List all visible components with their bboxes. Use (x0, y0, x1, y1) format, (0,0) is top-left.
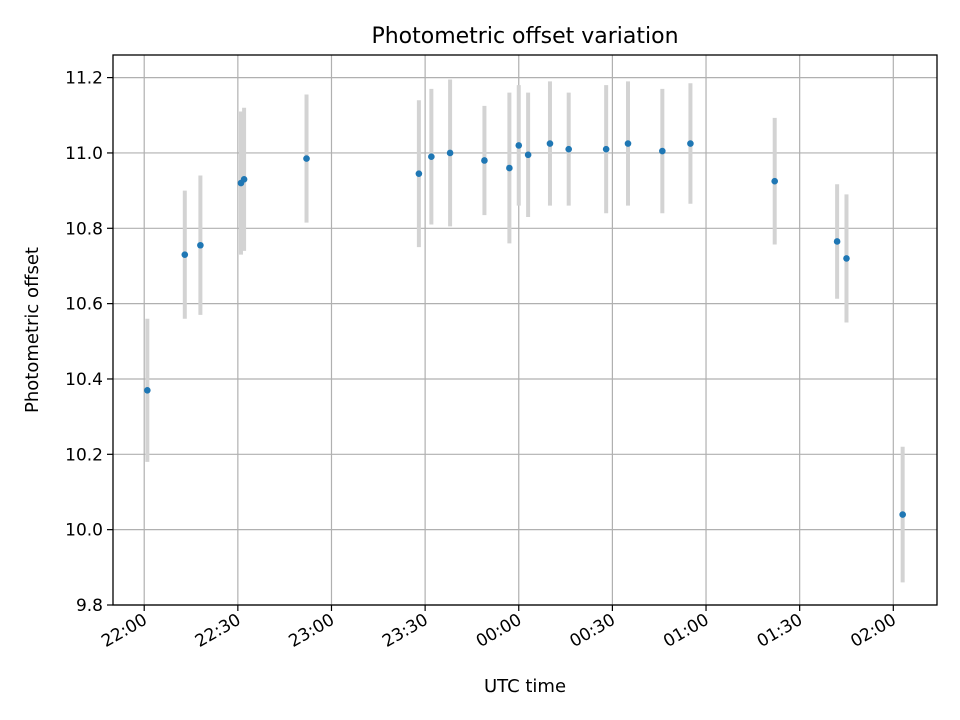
y-tick-label: 11.0 (65, 144, 103, 164)
data-point (181, 251, 189, 258)
y-axis-ticks: 9.8 10.0 10.2 10.4 10.6 10.8 11.0 11.2 (65, 69, 113, 616)
y-tick-label: 9.8 (76, 596, 103, 616)
y-tick-label: 11.2 (65, 69, 103, 89)
grid (113, 55, 937, 606)
data-point (524, 151, 532, 159)
data-point (899, 511, 906, 518)
data-point (624, 140, 632, 147)
y-axis-label: Photometric offset (22, 247, 43, 413)
data-point (565, 145, 572, 153)
data-point (446, 149, 454, 157)
data-point (144, 386, 151, 394)
data-point (481, 157, 488, 164)
data-point (602, 145, 610, 153)
data-point (303, 155, 310, 162)
data-points (144, 140, 906, 518)
y-tick-label: 10.2 (65, 445, 103, 465)
data-point (240, 176, 248, 183)
chart-title: Photometric offset variation (371, 24, 678, 49)
y-tick-label: 10.8 (65, 219, 103, 239)
y-tick-label: 10.4 (65, 370, 103, 390)
data-point (833, 238, 841, 245)
y-tick-label: 10.6 (65, 295, 103, 315)
data-point (659, 147, 666, 155)
x-axis-label: UTC time (484, 676, 566, 697)
data-point (506, 164, 513, 172)
y-tick-label: 10.0 (65, 521, 103, 541)
data-point (197, 241, 204, 249)
data-point (546, 140, 554, 147)
data-point (515, 142, 523, 149)
data-point (415, 170, 423, 177)
data-point (771, 177, 778, 185)
data-point (428, 153, 435, 161)
data-point (687, 140, 694, 147)
data-point (843, 255, 850, 262)
plot-frame (112, 54, 938, 606)
